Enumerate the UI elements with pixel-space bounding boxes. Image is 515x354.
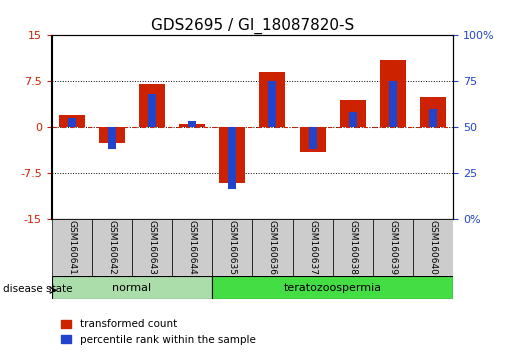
FancyBboxPatch shape — [413, 219, 453, 276]
Text: GSM160643: GSM160643 — [147, 220, 157, 275]
Text: teratozoospermia: teratozoospermia — [284, 282, 382, 293]
FancyBboxPatch shape — [132, 219, 172, 276]
Bar — [108, 127, 116, 149]
Text: disease state: disease state — [3, 284, 73, 294]
Bar — [179, 124, 205, 127]
Text: normal: normal — [112, 282, 151, 293]
FancyBboxPatch shape — [52, 276, 212, 299]
Bar — [429, 109, 437, 127]
Bar — [99, 127, 125, 143]
Bar — [59, 115, 84, 127]
Bar — [349, 112, 357, 127]
Text: GSM160641: GSM160641 — [67, 220, 76, 275]
Bar — [228, 127, 236, 189]
FancyBboxPatch shape — [252, 219, 293, 276]
Bar — [139, 85, 165, 127]
Text: GSM160638: GSM160638 — [348, 220, 357, 275]
Text: GSM160639: GSM160639 — [388, 220, 398, 275]
FancyBboxPatch shape — [172, 219, 212, 276]
Legend: transformed count, percentile rank within the sample: transformed count, percentile rank withi… — [57, 315, 260, 349]
Bar — [389, 81, 397, 127]
Text: GSM160635: GSM160635 — [228, 220, 237, 275]
Bar — [380, 60, 406, 127]
Bar — [300, 127, 325, 152]
Title: GDS2695 / GI_18087820-S: GDS2695 / GI_18087820-S — [151, 18, 354, 34]
Text: GSM160644: GSM160644 — [187, 221, 197, 275]
FancyBboxPatch shape — [52, 219, 92, 276]
Bar — [308, 127, 317, 149]
Text: GSM160637: GSM160637 — [308, 220, 317, 275]
FancyBboxPatch shape — [373, 219, 413, 276]
FancyBboxPatch shape — [293, 219, 333, 276]
Bar — [67, 118, 76, 127]
FancyBboxPatch shape — [212, 219, 252, 276]
Text: GSM160640: GSM160640 — [428, 220, 438, 275]
Text: GSM160636: GSM160636 — [268, 220, 277, 275]
Bar — [148, 94, 156, 127]
Bar — [188, 121, 196, 127]
Bar — [219, 127, 245, 183]
FancyBboxPatch shape — [92, 219, 132, 276]
Bar — [420, 97, 446, 127]
Bar — [340, 100, 366, 127]
Bar — [260, 72, 285, 127]
FancyBboxPatch shape — [333, 219, 373, 276]
Text: GSM160642: GSM160642 — [107, 221, 116, 275]
Bar — [268, 81, 277, 127]
FancyBboxPatch shape — [212, 276, 453, 299]
